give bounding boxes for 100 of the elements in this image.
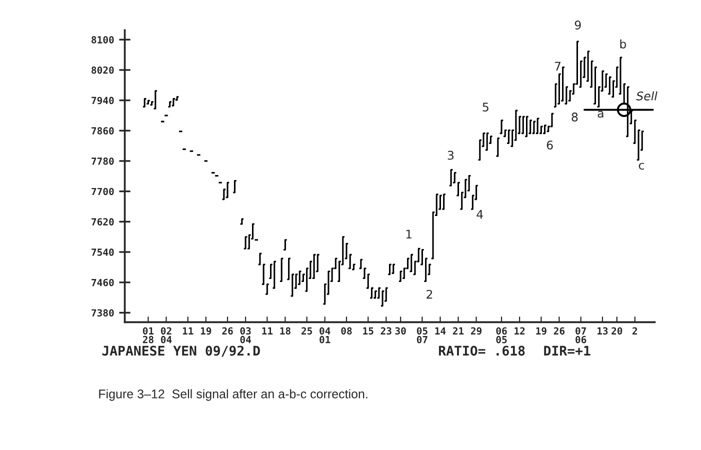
candlestick bbox=[348, 254, 352, 270]
candlestick bbox=[524, 116, 530, 138]
candlestick bbox=[484, 132, 490, 151]
candlestick bbox=[604, 73, 608, 88]
x-tick-label: 25 bbox=[302, 327, 312, 335]
text: RATIO= .618 bbox=[438, 346, 525, 356]
x-tick-label: 12 bbox=[514, 327, 525, 334]
x-tick-label: 01 28 bbox=[142, 327, 154, 344]
candlestick bbox=[146, 100, 151, 104]
x-tick-label: 20 bbox=[612, 327, 622, 335]
candlestick bbox=[312, 254, 316, 279]
candlestick bbox=[232, 180, 238, 194]
candlestick bbox=[607, 76, 612, 95]
candlestick bbox=[535, 118, 540, 134]
annotation: 6 bbox=[546, 140, 553, 150]
x-tick-label: 29 bbox=[470, 327, 482, 335]
candlestick bbox=[264, 284, 270, 295]
candlestick bbox=[167, 101, 172, 108]
x-tick-label: 11 bbox=[182, 327, 194, 334]
candlestick bbox=[632, 120, 638, 144]
annotation: Sell bbox=[636, 91, 658, 100]
x-tick-label: 30 bbox=[395, 327, 406, 335]
y-tick-label: 7460 bbox=[92, 278, 114, 286]
candlestick bbox=[506, 130, 512, 144]
candlestick bbox=[420, 248, 425, 266]
candlestick bbox=[532, 120, 536, 134]
candlestick bbox=[286, 258, 292, 280]
x-tick-label: 06 05 bbox=[496, 327, 507, 344]
x-tick-label: 03 04 bbox=[240, 327, 251, 344]
y-tick-label: 8020 bbox=[92, 66, 114, 74]
text: 9 bbox=[574, 20, 581, 30]
y-tick-label: 8100 bbox=[92, 36, 114, 44]
annotation: 8 bbox=[572, 112, 578, 122]
x-tick-label: 05 07 bbox=[416, 327, 428, 344]
candlestick bbox=[153, 90, 158, 110]
candlestick bbox=[496, 137, 500, 157]
annotation: 4 bbox=[476, 210, 483, 219]
annotation: c bbox=[638, 162, 644, 170]
candlestick bbox=[592, 66, 598, 104]
candlestick bbox=[618, 56, 623, 95]
candlestick bbox=[452, 172, 458, 184]
candlestick bbox=[358, 258, 364, 270]
x-tick-label: 11 bbox=[262, 327, 273, 334]
x-tick-label: 02 04 bbox=[160, 327, 172, 344]
x-tick-label: 08 bbox=[341, 327, 352, 335]
text: DIR=+1 bbox=[544, 346, 590, 356]
x-tick-label: 19 bbox=[536, 327, 546, 335]
candlestick bbox=[297, 270, 302, 286]
candlestick bbox=[369, 287, 374, 299]
candlestick bbox=[448, 168, 454, 186]
candlestick bbox=[261, 264, 266, 286]
annotation: b bbox=[620, 39, 626, 48]
candlestick bbox=[499, 120, 504, 134]
candlestick bbox=[409, 254, 414, 272]
x-tick-label: 18 bbox=[280, 327, 290, 335]
candlestick bbox=[372, 290, 378, 299]
y-tick-label: 7620 bbox=[92, 218, 114, 226]
candlestick bbox=[376, 287, 382, 299]
y-tick-label: 7380 bbox=[92, 309, 114, 317]
x-tick-label: 15 bbox=[363, 327, 374, 335]
candlestick bbox=[142, 98, 147, 108]
candlestick bbox=[456, 182, 461, 196]
candlestick bbox=[564, 86, 569, 104]
x-tick-label: 04 01 bbox=[320, 327, 330, 344]
candlestick bbox=[528, 120, 533, 134]
y-tick-label: 7780 bbox=[92, 157, 114, 165]
candlestick bbox=[586, 50, 590, 82]
candlestick bbox=[240, 218, 244, 225]
candlestick bbox=[398, 270, 403, 282]
x-tick-label: 26 bbox=[554, 327, 565, 335]
candlestick bbox=[225, 182, 230, 198]
candlestick bbox=[441, 194, 446, 210]
candlestick bbox=[560, 66, 566, 102]
annotation: 5 bbox=[482, 102, 488, 112]
candlestick bbox=[290, 274, 295, 297]
candlestick bbox=[390, 264, 396, 274]
candlestick bbox=[636, 130, 641, 161]
candlestick bbox=[272, 260, 277, 289]
candlestick bbox=[258, 252, 262, 266]
candlestick bbox=[578, 60, 584, 88]
candlestick bbox=[366, 274, 371, 289]
y-tick-label: 7700 bbox=[92, 188, 114, 196]
x-tick-label: 2 bbox=[632, 327, 638, 334]
x-tick-label: 21 bbox=[452, 327, 464, 334]
y-tick-label: 7940 bbox=[92, 96, 114, 104]
candlestick bbox=[387, 264, 392, 276]
annotation: 2 bbox=[426, 290, 432, 299]
candlestick bbox=[423, 258, 428, 282]
candlestick bbox=[279, 258, 284, 282]
x-tick-label: 07 06 bbox=[576, 327, 586, 344]
candlestick bbox=[171, 98, 176, 106]
annotation: 3 bbox=[448, 150, 454, 160]
candlestick bbox=[542, 124, 548, 134]
candlestick bbox=[282, 239, 288, 251]
candlestick bbox=[520, 116, 526, 134]
annotation: 1 bbox=[406, 230, 412, 238]
caption: Figure 3–12 Sell signal after an a-b-c correction. bbox=[99, 389, 368, 401]
x-tick-label: 19 bbox=[200, 327, 212, 335]
annotation: 7 bbox=[554, 62, 560, 70]
y-tick-label: 7540 bbox=[92, 248, 114, 256]
